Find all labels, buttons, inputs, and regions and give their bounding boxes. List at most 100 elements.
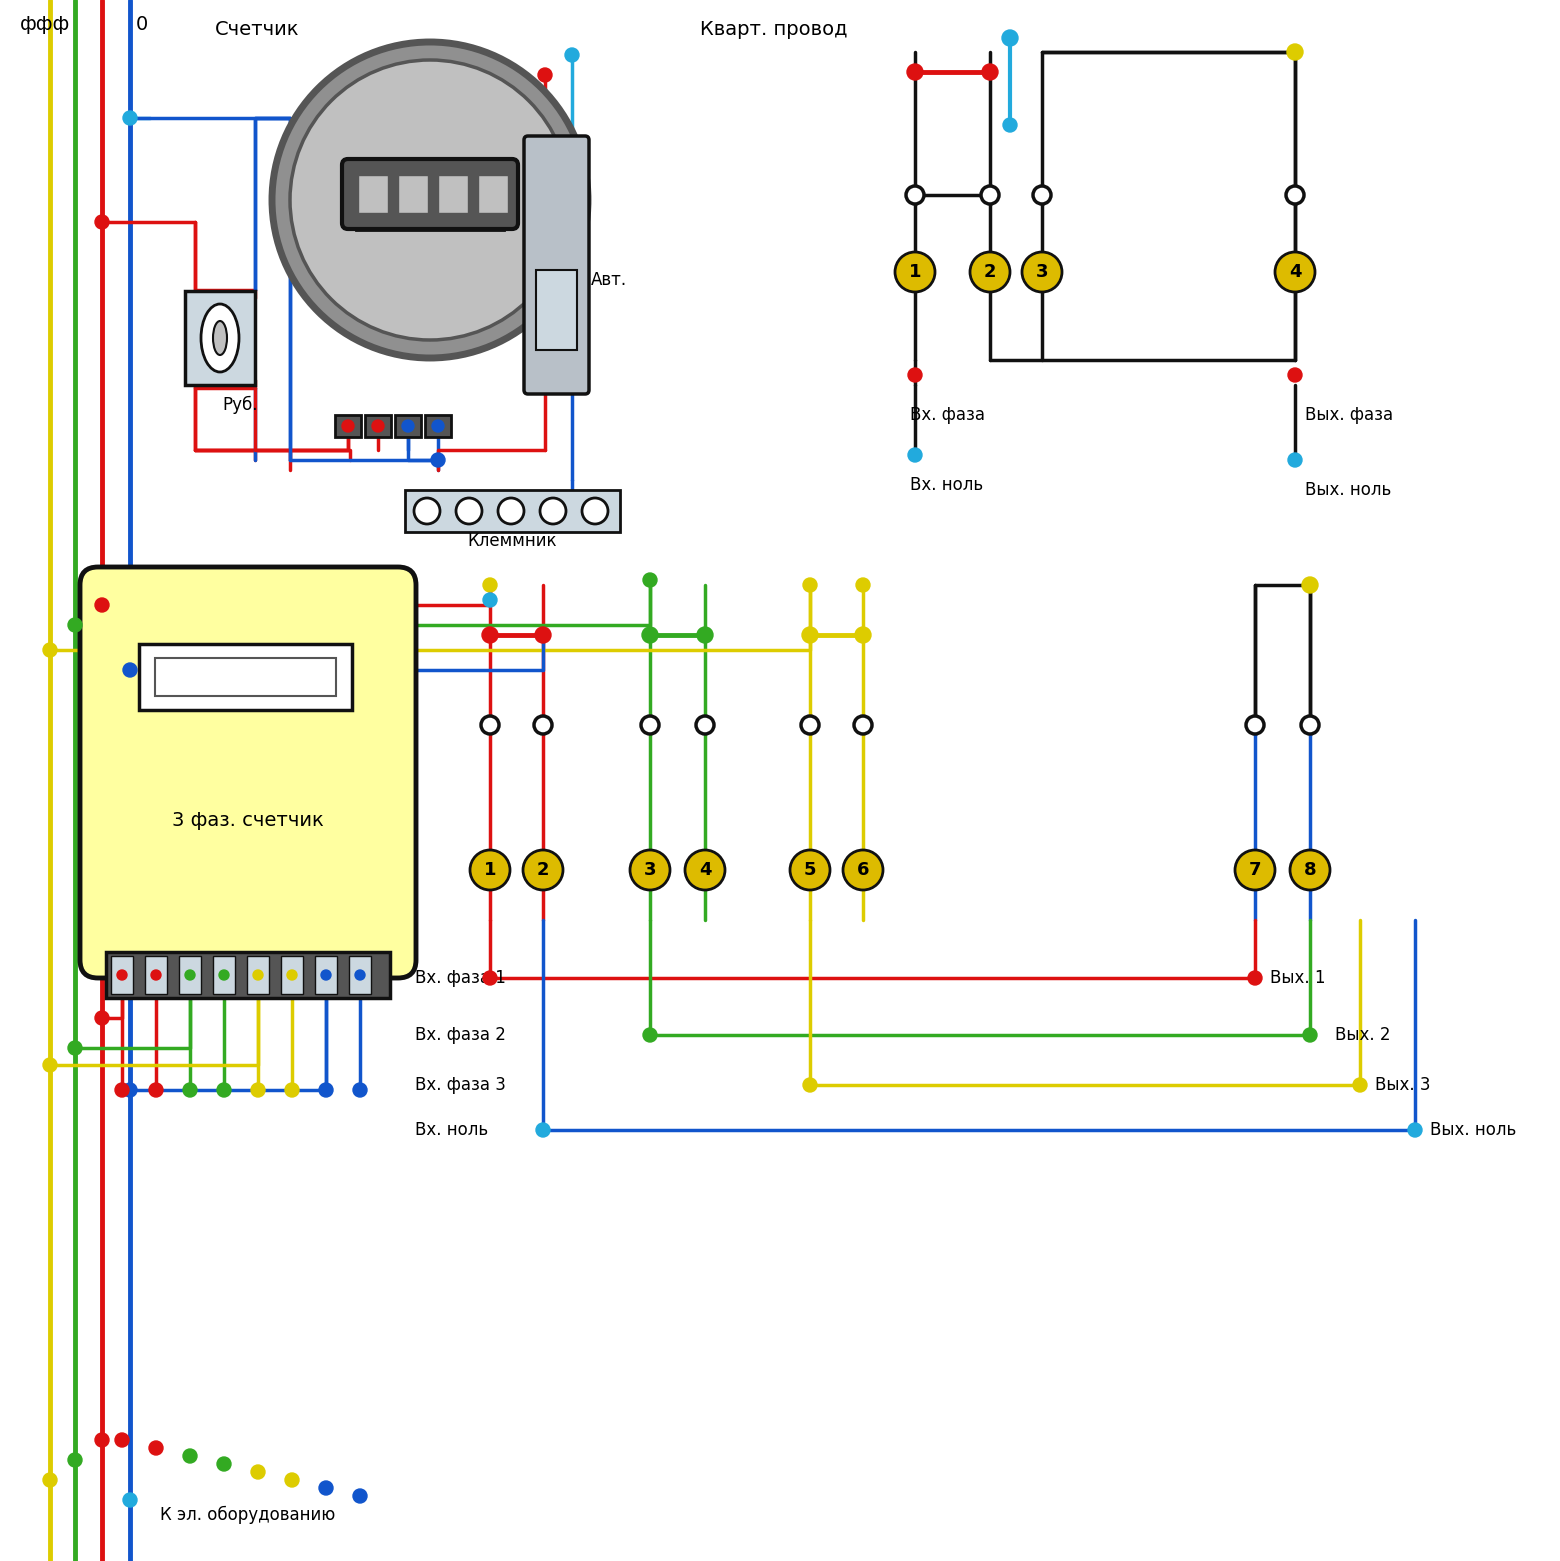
Text: Вх. ноль: Вх. ноль (909, 476, 983, 493)
Circle shape (853, 716, 872, 734)
Circle shape (251, 1083, 265, 1097)
Circle shape (1246, 716, 1264, 734)
Circle shape (1289, 453, 1303, 467)
Circle shape (356, 969, 365, 980)
Bar (214, 955, 236, 994)
Circle shape (498, 498, 524, 524)
Text: Вых. 2: Вых. 2 (1335, 1026, 1390, 1044)
Text: 6: 6 (856, 862, 869, 879)
Circle shape (218, 969, 229, 980)
Circle shape (643, 1029, 657, 1043)
Circle shape (431, 453, 445, 467)
Circle shape (1248, 971, 1262, 985)
Circle shape (643, 628, 658, 643)
Circle shape (800, 716, 819, 734)
Ellipse shape (214, 322, 228, 354)
Circle shape (1303, 578, 1318, 593)
Text: Вых. ноль: Вых. ноль (1431, 1121, 1516, 1140)
Circle shape (856, 578, 870, 592)
Circle shape (321, 969, 331, 980)
Text: 2: 2 (984, 262, 997, 281)
Circle shape (287, 969, 296, 980)
Text: Вх. ноль: Вх. ноль (415, 1121, 488, 1140)
Circle shape (285, 1474, 300, 1488)
Bar (145, 955, 167, 994)
Circle shape (643, 573, 657, 587)
Circle shape (217, 1083, 231, 1097)
Circle shape (44, 643, 58, 657)
Text: 3: 3 (644, 862, 657, 879)
Circle shape (290, 59, 569, 340)
Text: 1: 1 (909, 262, 922, 281)
Circle shape (641, 716, 658, 734)
Text: Кварт. провод: Кварт. провод (700, 20, 847, 39)
Circle shape (115, 1433, 129, 1447)
Circle shape (69, 618, 83, 632)
Text: 1: 1 (484, 862, 496, 879)
Circle shape (908, 368, 922, 382)
Bar (395, 415, 421, 437)
Circle shape (1033, 186, 1051, 204)
Circle shape (1236, 851, 1275, 890)
Bar (179, 955, 201, 994)
Circle shape (285, 1083, 300, 1097)
Ellipse shape (201, 304, 239, 372)
Circle shape (432, 420, 445, 432)
Circle shape (123, 1083, 137, 1097)
Text: Вх. фаза 3: Вх. фаза 3 (415, 1076, 505, 1094)
Text: 3: 3 (1036, 262, 1048, 281)
Circle shape (1303, 1029, 1317, 1043)
Bar (246, 955, 268, 994)
Text: Вых. ноль: Вых. ноль (1306, 481, 1392, 500)
Circle shape (69, 1453, 83, 1467)
Circle shape (484, 593, 498, 607)
Bar (111, 955, 133, 994)
Text: 5: 5 (803, 862, 816, 879)
Bar (349, 955, 371, 994)
Bar (281, 955, 303, 994)
Circle shape (855, 628, 870, 643)
Circle shape (318, 1083, 332, 1097)
Circle shape (253, 969, 264, 980)
Bar (154, 659, 335, 696)
Circle shape (342, 420, 354, 432)
Circle shape (484, 971, 498, 985)
Bar (537, 270, 577, 350)
Text: Вх. фаза 2: Вх. фаза 2 (415, 1026, 505, 1044)
Text: Вх. фаза 1: Вх. фаза 1 (415, 969, 505, 987)
Circle shape (353, 1489, 367, 1503)
Circle shape (685, 851, 725, 890)
Circle shape (456, 498, 482, 524)
Circle shape (318, 1481, 332, 1495)
Circle shape (906, 64, 924, 80)
Circle shape (95, 598, 109, 612)
Bar (357, 175, 388, 212)
Bar (186, 290, 254, 386)
Text: 3 фаз. счетчик: 3 фаз. счетчик (172, 810, 324, 829)
Bar (406, 490, 619, 532)
Circle shape (150, 1083, 162, 1097)
FancyBboxPatch shape (80, 567, 417, 979)
Circle shape (251, 1466, 265, 1478)
Circle shape (697, 628, 713, 643)
Bar (424, 415, 451, 437)
Text: 7: 7 (1248, 862, 1260, 879)
Circle shape (696, 716, 714, 734)
Circle shape (484, 578, 498, 592)
Circle shape (117, 969, 126, 980)
Text: Авт.: Авт. (591, 272, 627, 289)
Circle shape (523, 851, 563, 890)
Circle shape (908, 448, 922, 462)
Circle shape (95, 215, 109, 229)
Circle shape (630, 851, 669, 890)
Text: 4: 4 (1289, 262, 1301, 281)
Circle shape (1003, 119, 1017, 133)
Circle shape (123, 1492, 137, 1506)
Circle shape (44, 1058, 58, 1072)
Circle shape (1289, 368, 1303, 382)
Circle shape (534, 716, 552, 734)
Text: Клеммник: Клеммник (468, 532, 557, 549)
Bar (438, 175, 468, 212)
Circle shape (183, 1449, 197, 1463)
Circle shape (981, 186, 998, 204)
